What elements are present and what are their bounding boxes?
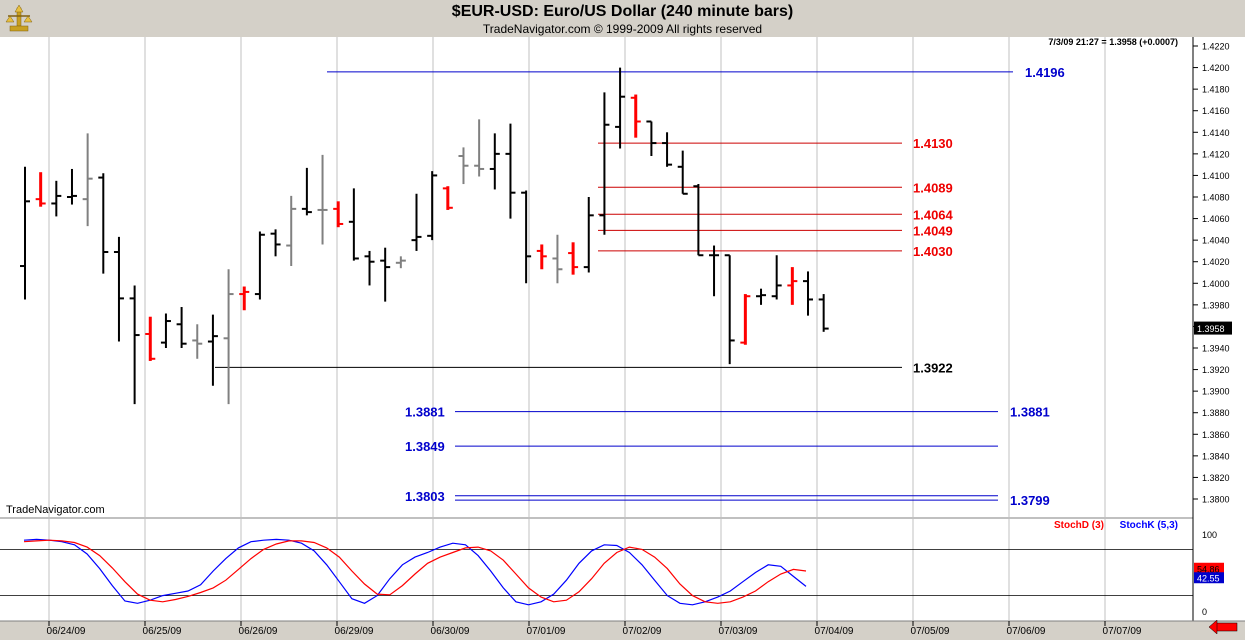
level-label: 1.4064 [913,207,954,222]
date-tick-label: 07/04/09 [815,626,854,637]
watermark-text: TradeNavigator.com [6,504,105,516]
price-tick-label: 1.4120 [1202,149,1230,159]
price-tick-label: 1.3820 [1202,473,1230,483]
date-tick-label: 06/29/09 [335,626,374,637]
price-tick-label: 1.4200 [1202,63,1230,73]
stoch-tick-label: 0 [1202,607,1207,617]
date-tick-label: 06/26/09 [239,626,278,637]
price-tick-label: 1.4080 [1202,193,1230,203]
price-tick-label: 1.4180 [1202,85,1230,95]
last-quote: 7/3/09 21:27 = 1.3958 (+0.0007) [1048,37,1178,47]
date-tick-label: 06/25/09 [143,626,182,637]
level-label: 1.4030 [913,244,953,259]
price-panel [0,37,1193,518]
date-tick-label: 06/24/09 [47,626,86,637]
price-tick-label: 1.3880 [1202,408,1230,418]
level-label: 1.4196 [1025,65,1065,80]
scroll-arrow-icon[interactable] [1208,619,1238,635]
date-tick-label: 07/01/09 [527,626,566,637]
stochd-value: 54.86 [1197,564,1220,574]
price-tick-label: 1.3980 [1202,300,1230,310]
tradenavigator-logo-icon [4,4,34,34]
price-tick-label: 1.4020 [1202,257,1230,267]
date-tick-label: 07/05/09 [911,626,950,637]
gridlines [48,37,1106,621]
last-price-label: 1.3958 [1197,324,1225,334]
price-tick-label: 1.4060 [1202,214,1230,224]
stoch-tick-label: 100 [1202,530,1217,540]
stoch-panel [0,518,1193,621]
price-tick-label: 1.3800 [1202,495,1230,505]
price-tick-label: 1.4220 [1202,42,1230,52]
stochd-legend: StochD (3) [1054,520,1104,531]
level-label: 1.4130 [913,136,953,151]
date-axis-ticks: 06/24/09 06/25/09 06/26/09 06/29/09 06/30/09… [47,621,1142,637]
date-tick-label: 07/06/09 [1007,626,1046,637]
stochk-line [23,538,807,606]
level-label: 1.3881 [405,405,445,420]
price-tick-label: 1.4100 [1202,171,1230,181]
level-label: 1.4049 [913,223,953,238]
stochd-line [23,539,807,604]
price-tick-label: 1.3900 [1202,387,1230,397]
price-tick-label: 1.4040 [1202,236,1230,246]
level-label: 1.3922 [913,360,953,375]
level-label: 1.3881 [1010,405,1050,420]
level-label: 1.4089 [913,180,953,195]
stochk-value: 42.55 [1197,574,1220,584]
chart-title: $EUR-USD: Euro/US Dollar (240 minute bar… [451,3,794,20]
date-tick-label: 07/07/09 [1103,626,1142,637]
price-tick-label: 1.3940 [1202,344,1230,354]
date-tick-label: 07/02/09 [623,626,662,637]
last-price-box [1194,321,1232,335]
date-tick-label: 06/30/09 [431,626,470,637]
price-tick-label: 1.4140 [1202,128,1230,138]
copyright-text: TradeNavigator.com © 1999-2009 All right… [482,22,763,36]
price-bars [20,67,829,405]
stochastic-lines [0,538,1193,606]
date-tick-label: 07/03/09 [719,626,758,637]
level-label: 1.3803 [405,489,445,504]
price-tick-label: 1.4160 [1202,106,1230,116]
price-tick-label: 1.4000 [1202,279,1230,289]
price-tick-label: 1.3860 [1202,430,1230,440]
price-axis-ticks: 1.4220 1.4200 1.4180 1.4160 1.4140 1.4120 1.41… [1193,42,1232,505]
stochk-legend: StochK (5,3) [1120,520,1178,531]
stochk-value-box [1194,572,1224,584]
price-tick-label: 1.3920 [1202,365,1230,375]
price-tick-label: 1.3840 [1202,451,1230,461]
stochd-value-box [1194,562,1224,574]
level-label: 1.3849 [405,439,445,454]
level-label: 1.3799 [1010,493,1050,508]
